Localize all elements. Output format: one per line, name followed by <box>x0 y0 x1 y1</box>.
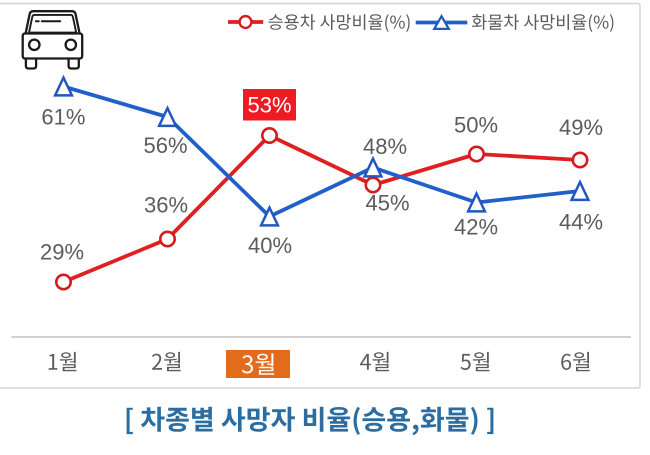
svg-text:44%: 44% <box>559 209 603 234</box>
svg-text:36%: 36% <box>144 192 188 217</box>
svg-text:53%: 53% <box>247 93 291 118</box>
svg-text:29%: 29% <box>40 239 84 264</box>
svg-text:50%: 50% <box>454 112 498 137</box>
svg-text:61%: 61% <box>41 104 85 129</box>
svg-text:42%: 42% <box>454 214 498 239</box>
svg-text:40%: 40% <box>248 233 292 258</box>
svg-text:49%: 49% <box>559 115 603 140</box>
svg-text:48%: 48% <box>363 134 407 159</box>
svg-text:56%: 56% <box>143 133 187 158</box>
svg-text:45%: 45% <box>365 190 409 215</box>
